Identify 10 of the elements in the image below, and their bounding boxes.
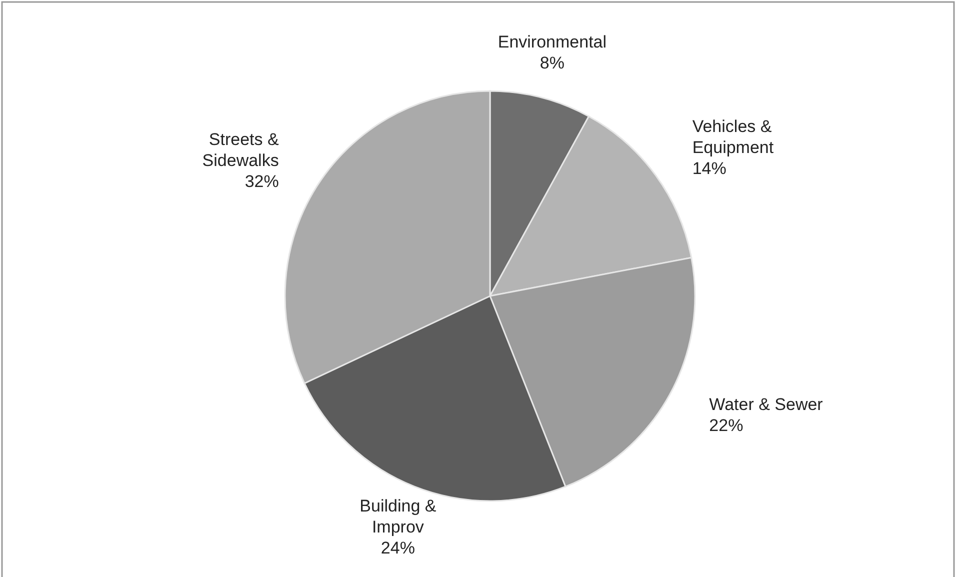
slice-label: Building & Improv [360,497,437,538]
slice-label: Streets & Sidewalks [202,130,280,170]
slice-label: Environmental [498,32,607,52]
data-label: 32% [244,172,279,192]
data-label: 24% [380,539,415,558]
data-label: 22% [709,416,744,436]
data-label: 14% [692,159,726,178]
data-label: 8% [540,54,564,73]
slice-label: Vehicles & Equipment [692,117,774,158]
slice-label: Water & Sewer [709,395,824,414]
